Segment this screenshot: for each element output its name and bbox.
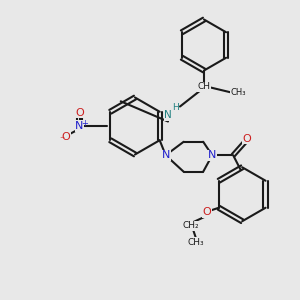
Text: O: O xyxy=(242,134,251,144)
Text: CH₂: CH₂ xyxy=(183,221,200,230)
Text: ⁻: ⁻ xyxy=(59,135,64,146)
Text: O: O xyxy=(61,132,70,142)
Text: N: N xyxy=(164,110,172,121)
Text: O: O xyxy=(202,207,211,217)
Text: CH: CH xyxy=(197,82,210,91)
Text: +: + xyxy=(81,118,88,127)
Text: CH₃: CH₃ xyxy=(231,88,246,97)
Text: CH₃: CH₃ xyxy=(188,238,205,247)
Text: N: N xyxy=(208,150,216,160)
Text: O: O xyxy=(75,107,84,118)
Text: H: H xyxy=(172,103,179,112)
Text: N: N xyxy=(162,150,170,160)
Text: N: N xyxy=(75,121,84,131)
